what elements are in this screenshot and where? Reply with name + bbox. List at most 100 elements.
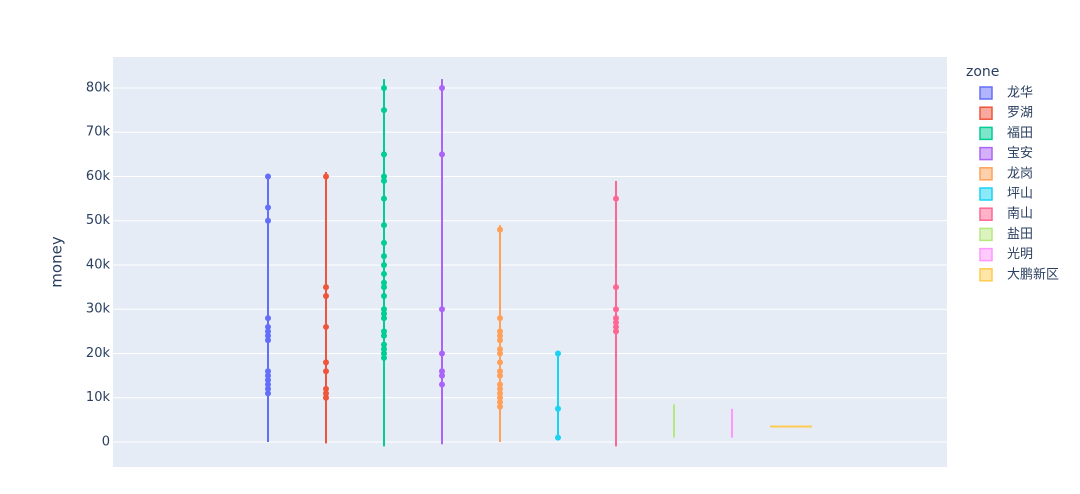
point [381,284,387,291]
point [323,284,329,291]
legend-label: 盐田 [1007,227,1033,242]
y-tick-label: 0 [102,434,110,449]
point [265,390,271,397]
point [265,217,271,224]
legend-label: 罗湖 [1007,106,1033,121]
point [323,359,329,366]
y-axis-title: money [48,236,66,288]
point [555,350,561,357]
point [323,390,329,397]
legend-swatch [979,207,993,221]
point [265,332,271,339]
point [265,381,271,388]
legend-label: 龙岗 [1007,166,1033,181]
point [497,315,503,322]
point [497,337,503,344]
point [613,315,619,322]
point [381,107,387,114]
point [381,195,387,202]
legend-label: 福田 [1007,126,1033,141]
point [323,323,329,330]
legend-label: 坪山 [1007,187,1033,202]
point [439,151,445,158]
point [381,310,387,317]
point [265,372,271,379]
plot-area [113,57,947,467]
point [265,368,271,375]
y-tick-label: 30k [86,302,111,317]
point [497,390,503,397]
point [381,239,387,246]
point [497,394,503,401]
point [323,368,329,375]
point [439,381,445,388]
point [381,222,387,229]
point [555,405,561,412]
point [497,372,503,379]
point [381,350,387,357]
legend-label: 宝安 [1007,146,1033,161]
point [323,292,329,299]
point [381,328,387,335]
legend-swatch [979,268,993,282]
point [613,328,619,335]
legend-title: zone [966,64,999,80]
point [381,253,387,260]
point [265,328,271,335]
point [381,346,387,353]
legend-swatch [979,167,993,181]
legend-label: 光明 [1007,247,1033,262]
point [439,368,445,375]
point [613,306,619,313]
point [381,332,387,339]
point [497,381,503,388]
point [439,84,445,91]
y-tick-label: 60k [86,169,111,184]
point [497,346,503,353]
legend-swatch [979,146,993,161]
point [613,323,619,330]
point [265,377,271,384]
point [381,279,387,286]
y-tick-label: 50k [86,213,111,228]
legend-label: 龙华 [1007,86,1033,101]
point [323,394,329,401]
point [613,319,619,326]
point [497,359,503,366]
legend-swatch [979,227,993,242]
point [497,350,503,357]
point [381,341,387,348]
y-tick-label: 80k [86,80,111,95]
point [323,385,329,392]
point [613,284,619,291]
y-tick-label: 40k [86,257,111,272]
point [439,350,445,357]
point [323,173,329,180]
point [381,173,387,180]
point [265,385,271,392]
legend-label: 南山 [1007,206,1033,222]
point [439,372,445,379]
legend-swatch [979,86,993,100]
point [497,328,503,335]
legend-swatch [979,247,993,262]
legend-swatch [979,106,993,120]
point [497,399,503,406]
point [381,292,387,299]
point [381,84,387,91]
point [497,226,503,233]
point [381,315,387,322]
point [613,195,619,202]
point [497,332,503,339]
point [497,403,503,410]
point [381,151,387,158]
legend-label: 大鹏新区 [1007,266,1059,282]
point [497,368,503,375]
point [265,323,271,330]
y-tick-label: 20k [86,346,111,361]
y-tick-label: 10k [86,390,111,405]
legend-swatch [979,187,993,201]
y-tick-label: 70k [86,125,111,140]
legend-swatch [979,126,993,141]
